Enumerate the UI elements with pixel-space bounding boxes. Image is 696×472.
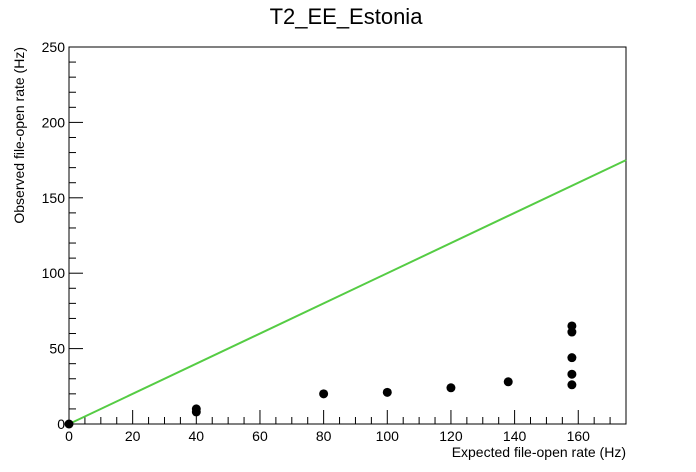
data-point <box>319 389 329 399</box>
reference-line <box>68 159 627 425</box>
plot-frame <box>68 46 627 425</box>
x-tick-label: 140 <box>503 428 527 444</box>
data-point <box>191 404 201 414</box>
x-tick-label: 20 <box>125 428 141 444</box>
data-point <box>567 369 577 379</box>
data-point <box>503 377 513 387</box>
data-point <box>567 380 577 390</box>
data-point <box>64 419 74 429</box>
x-tick-label: 100 <box>376 428 400 444</box>
data-points <box>64 321 577 429</box>
y-axis-label: Observed file-open rate (Hz) <box>11 47 27 224</box>
x-tick-label: 160 <box>567 428 591 444</box>
y-tick-label: 50 <box>49 341 65 357</box>
x-tick-label: 60 <box>252 428 268 444</box>
x-axis-label: Expected file-open rate (Hz) <box>452 444 626 460</box>
y-axis-ticks: 0 50 100 150 200 250 <box>42 39 83 432</box>
y-tick-label: 200 <box>42 114 66 130</box>
chart-title: T2_EE_Estonia <box>270 4 424 29</box>
data-point <box>382 387 392 397</box>
x-axis-ticks: 0 20 40 60 80 100 120 140 160 <box>65 410 627 444</box>
data-point <box>567 353 577 363</box>
y-tick-label: 250 <box>42 39 66 55</box>
data-point <box>446 383 456 393</box>
x-tick-label: 0 <box>65 428 73 444</box>
y-tick-label: 100 <box>42 265 66 281</box>
data-point <box>567 321 577 331</box>
x-tick-label: 40 <box>189 428 205 444</box>
y-tick-label: 150 <box>42 190 66 206</box>
x-tick-label: 120 <box>439 428 463 444</box>
y-tick-label: 0 <box>57 416 65 432</box>
x-tick-label: 80 <box>316 428 332 444</box>
